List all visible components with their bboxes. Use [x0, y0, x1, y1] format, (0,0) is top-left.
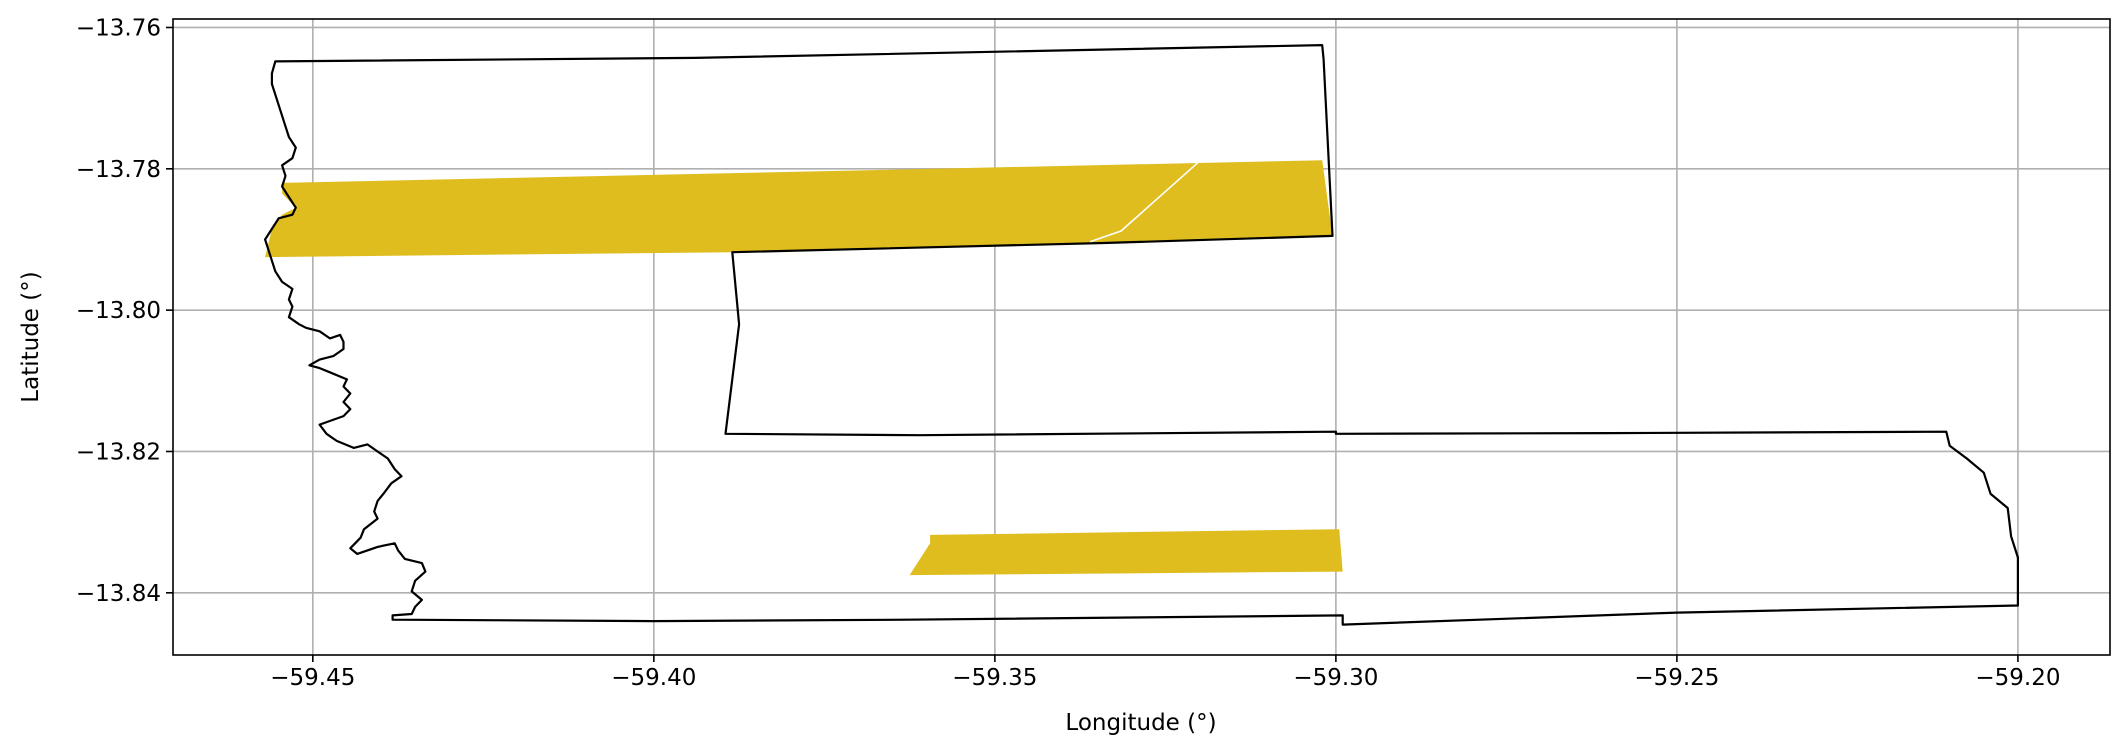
y-tick-label: −13.76 — [76, 15, 161, 41]
y-axis-label: Latitude (°) — [18, 271, 44, 402]
yellow-patches — [265, 160, 1343, 576]
grid-lines — [173, 19, 2110, 655]
boundary-polygon — [264, 43, 2020, 626]
y-tick-label: −13.78 — [76, 157, 161, 183]
x-tick-label: −59.40 — [611, 665, 696, 691]
boundary-outline — [264, 43, 2020, 626]
x-tick-label: −59.25 — [1634, 665, 1719, 691]
trace-line — [1090, 157, 1204, 243]
y-tick-label: −13.80 — [76, 298, 161, 324]
x-tick-label: −59.30 — [1293, 665, 1378, 691]
lower-strip-patch — [909, 529, 1343, 576]
plot-frame — [172, 18, 2111, 656]
x-tick-label: −59.20 — [1975, 665, 2060, 691]
x-tick-label: −59.45 — [270, 665, 355, 691]
y-axis-ticks: −13.76 −13.78 −13.80 −13.82 −13.84 — [76, 15, 173, 607]
x-axis-label: Longitude (°) — [1065, 710, 1216, 736]
white-trace — [1090, 157, 1204, 243]
y-tick-label: −13.84 — [76, 581, 161, 607]
y-tick-label: −13.82 — [76, 439, 161, 465]
x-axis-ticks: −59.45 −59.40 −59.35 −59.30 −59.25 −59.20 — [270, 655, 2060, 691]
upper-strip-patch — [265, 160, 1333, 258]
x-tick-label: −59.35 — [952, 665, 1037, 691]
